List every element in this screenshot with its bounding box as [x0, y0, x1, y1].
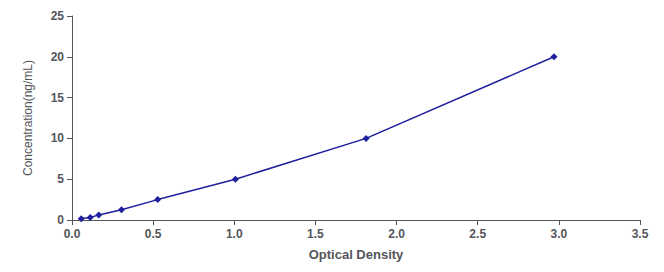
svg-text:0.5: 0.5: [145, 227, 162, 241]
svg-text:0.0: 0.0: [64, 227, 81, 241]
svg-text:20: 20: [51, 50, 65, 64]
svg-text:2.5: 2.5: [469, 227, 486, 241]
svg-text:1.0: 1.0: [226, 227, 243, 241]
svg-text:Concentration(ng/mL): Concentration(ng/mL): [21, 60, 35, 176]
svg-text:0: 0: [57, 213, 64, 227]
svg-text:5: 5: [57, 172, 64, 186]
svg-text:10: 10: [51, 131, 65, 145]
svg-text:Optical Density: Optical Density: [309, 247, 404, 262]
svg-text:2.0: 2.0: [388, 227, 405, 241]
svg-text:25: 25: [51, 9, 65, 23]
svg-text:3.5: 3.5: [632, 227, 649, 241]
svg-text:15: 15: [51, 91, 65, 105]
svg-text:3.0: 3.0: [551, 227, 568, 241]
svg-text:1.5: 1.5: [307, 227, 324, 241]
